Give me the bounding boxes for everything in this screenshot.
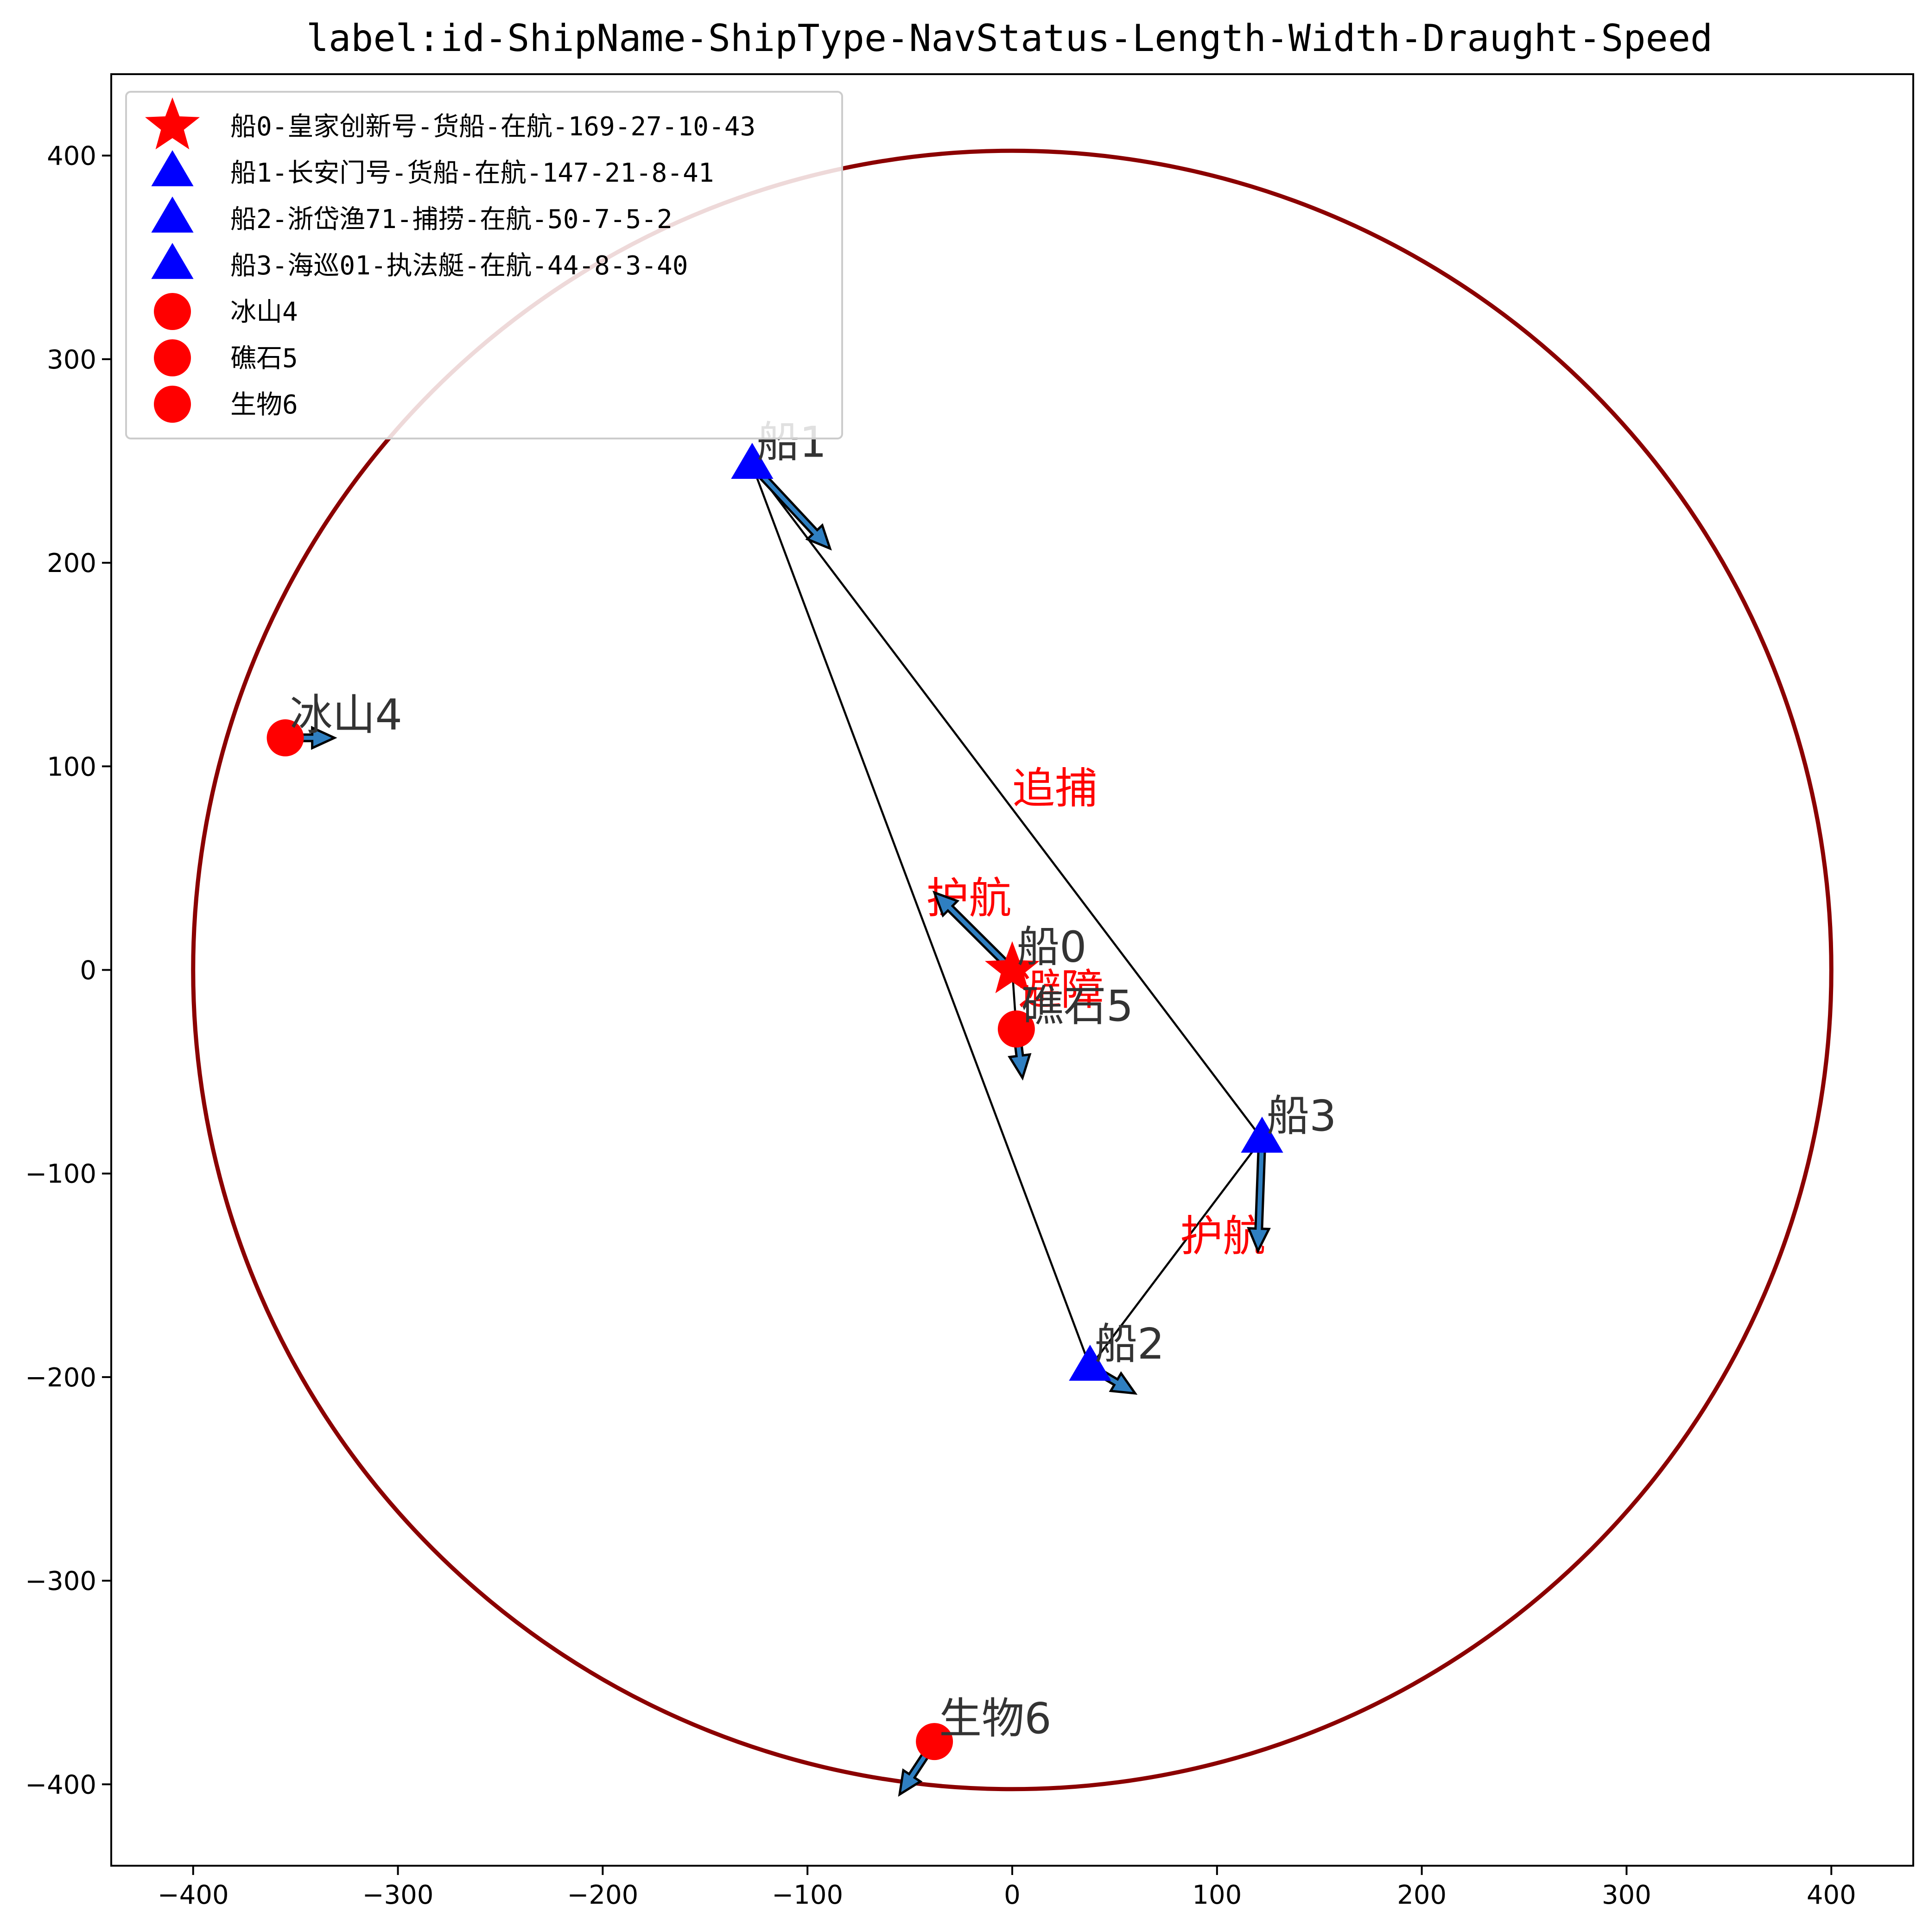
- x-tick-label: 100: [1192, 1880, 1242, 1910]
- legend-swatch: [145, 97, 200, 150]
- obs4-marker: [267, 719, 304, 756]
- ship2-marker: [1069, 1344, 1111, 1381]
- y-tick-label: 300: [47, 345, 96, 375]
- x-tick-label: 0: [1004, 1880, 1021, 1910]
- x-tick-label: −300: [362, 1880, 434, 1910]
- legend-swatch: [154, 293, 191, 330]
- legend-entry: 船1-长安门号-货船-在航-147-21-8-41: [230, 158, 714, 188]
- y-tick-label: −300: [25, 1566, 96, 1596]
- obs4-label: 冰山4: [290, 690, 403, 740]
- x-tick-label: −200: [567, 1880, 638, 1910]
- legend-swatch: [151, 150, 194, 186]
- x-tick-label: −100: [772, 1880, 843, 1910]
- relation-label: 避障: [1018, 965, 1104, 1015]
- relation-label: 追捕: [1012, 763, 1098, 813]
- legend-frame: [125, 91, 843, 439]
- x-tick-label: 300: [1602, 1880, 1651, 1910]
- y-tick-label: 200: [47, 548, 96, 578]
- ship0-label: 船0: [1017, 922, 1087, 972]
- legend-entry: 生物6: [230, 390, 298, 420]
- ship1-marker: [731, 443, 774, 479]
- ship2-label: 船2: [1095, 1319, 1165, 1369]
- legend-swatch: [154, 339, 191, 376]
- legend-swatch: [151, 197, 194, 233]
- chart-title: label:id-ShipName-ShipType-NavStatus-Len…: [306, 17, 1713, 60]
- y-tick-label: 0: [80, 956, 96, 986]
- relation-arrow: [1090, 1139, 1262, 1367]
- legend-entry: 船3-海巡01-执法艇-在航-44-8-3-40: [230, 251, 688, 281]
- y-tick-label: −100: [25, 1159, 96, 1189]
- ship3-label: 船3: [1267, 1091, 1337, 1141]
- x-tick-label: 400: [1807, 1880, 1856, 1910]
- legend-entry: 冰山4: [230, 297, 298, 327]
- ship0-marker: [985, 941, 1040, 993]
- plot-area: [191, 148, 1834, 1792]
- obs5-label: 礁石5: [1021, 981, 1134, 1031]
- obs6-label: 生物6: [939, 1694, 1052, 1743]
- range-circle: [191, 148, 1834, 1792]
- markers-layer: [267, 443, 1283, 1760]
- ship3-marker: [1241, 1117, 1283, 1153]
- legend-entry: 船2-浙岱渔71-捕捞-在航-50-7-5-2: [230, 204, 673, 235]
- y-tick-label: 100: [47, 752, 96, 782]
- axes-layer: −400 −300 −200 −100 0 100 200 300 400 −400 −300 −20…: [25, 73, 1914, 1910]
- y-tick-label: −200: [25, 1363, 96, 1393]
- y-tick-label: 400: [47, 141, 96, 172]
- legend-entry: 礁石5: [230, 343, 298, 374]
- legend: 船0-皇家创新号-货船-在航-169-27-10-43 船1-长安门号-货船-在航…: [125, 91, 843, 439]
- legend-swatch: [154, 386, 191, 423]
- x-tick-label: −400: [158, 1880, 229, 1910]
- velocity-arrow: [1247, 1138, 1271, 1254]
- obs5-marker: [997, 1010, 1035, 1048]
- legend-entry: 船0-皇家创新号-货船-在航-169-27-10-43: [230, 112, 755, 142]
- relation-arrow: [752, 465, 1090, 1367]
- obs6-marker: [916, 1723, 953, 1760]
- legend-swatch: [151, 243, 194, 279]
- x-tick-label: 200: [1397, 1880, 1447, 1910]
- y-tick-label: −400: [25, 1770, 96, 1800]
